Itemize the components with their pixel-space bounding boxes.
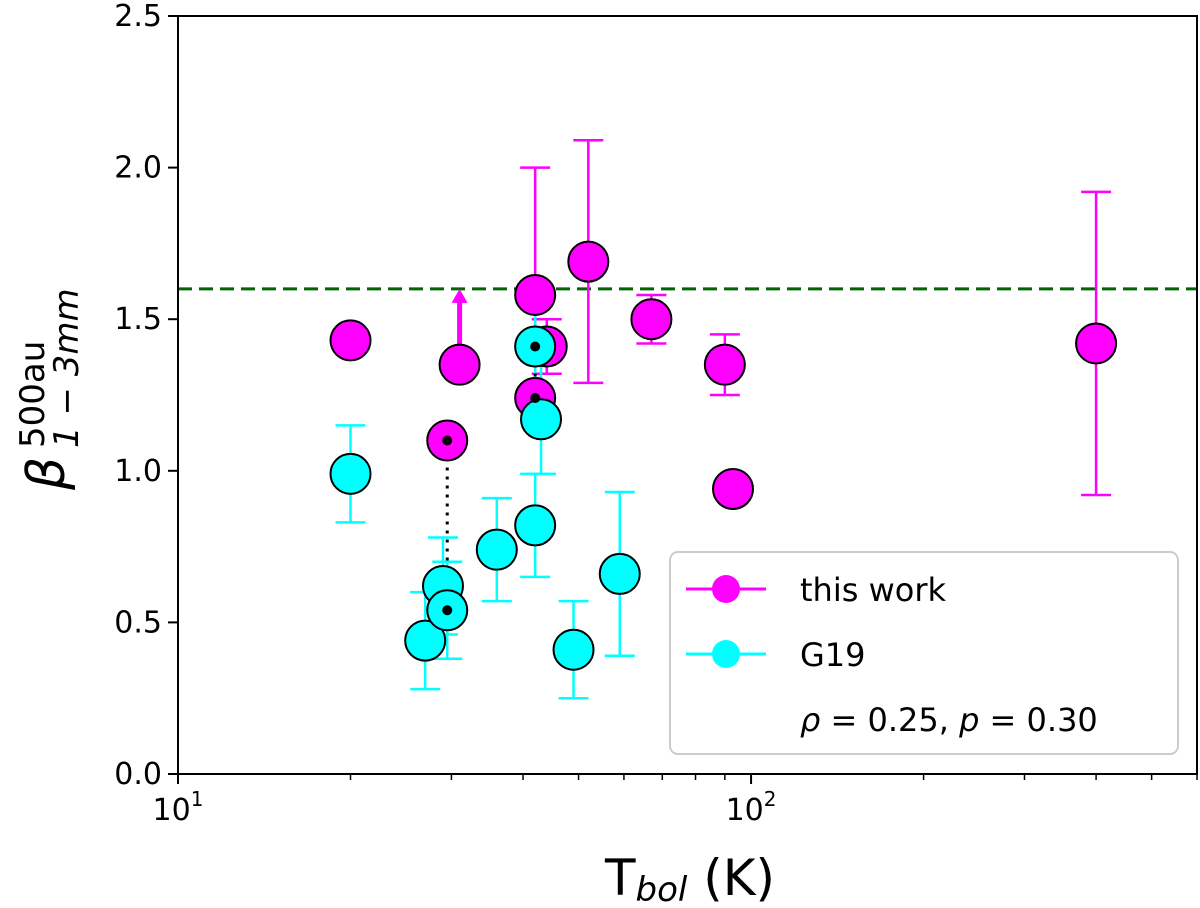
g19-marker bbox=[475, 528, 518, 571]
g19-marker bbox=[598, 552, 641, 595]
x-axis-label-sub: bol bbox=[636, 870, 688, 908]
g19-marker bbox=[552, 628, 595, 671]
legend-annotation-rho: ρ bbox=[800, 701, 820, 739]
link-dot bbox=[442, 435, 453, 446]
this-work-marker bbox=[567, 240, 610, 283]
y-tick-label: 2.0 bbox=[114, 151, 162, 186]
this-work-marker bbox=[712, 467, 755, 510]
y-tick-label: 2.5 bbox=[114, 0, 162, 34]
legend-label-g19: G19 bbox=[800, 636, 866, 674]
legend-annotation-p-value: = 0.30 bbox=[979, 701, 1097, 739]
y-tick-label: 0.5 bbox=[114, 605, 162, 640]
legend-annotation-rho-value: = 0.25, bbox=[820, 701, 959, 739]
link-dot bbox=[530, 341, 541, 352]
legend-label-this-work: this work bbox=[800, 571, 946, 609]
this-work-marker bbox=[630, 298, 673, 341]
legend: this work G19 ρ = 0.25, p = 0.30 bbox=[669, 551, 1179, 755]
lower-limit-arrowhead bbox=[451, 288, 468, 303]
this-work-marker bbox=[329, 319, 372, 362]
x-axis-label-unit: (K) bbox=[687, 849, 775, 907]
legend-annotation: ρ = 0.25, p = 0.30 bbox=[800, 701, 1098, 739]
y-tick-label: 0.0 bbox=[114, 757, 162, 792]
y-axis-label: β 500au 1 − 3mm bbox=[13, 288, 87, 491]
x-tick-label: 102 bbox=[726, 787, 777, 828]
this-work-marker bbox=[1075, 322, 1118, 365]
this-work-marker bbox=[514, 273, 557, 316]
plot-frame bbox=[177, 15, 1198, 775]
legend-box bbox=[669, 551, 1179, 755]
this-work-marker bbox=[438, 343, 481, 386]
g19-marker bbox=[520, 398, 563, 441]
legend-annotation-p: p bbox=[958, 701, 979, 739]
x-tick-label: 101 bbox=[153, 787, 204, 828]
g19-marker bbox=[404, 619, 447, 662]
g19-marker bbox=[514, 504, 557, 547]
link-dot bbox=[442, 605, 453, 616]
x-axis-label: Tbol (K) bbox=[604, 849, 775, 908]
legend-marker-this-work bbox=[712, 575, 740, 603]
y-axis-label-main: β bbox=[17, 457, 77, 491]
y-axis-label-sub: 1 − 3mm bbox=[47, 288, 87, 448]
this-work-marker bbox=[703, 343, 746, 386]
g19-marker bbox=[329, 452, 372, 495]
x-axis-label-main: T bbox=[604, 849, 636, 907]
y-axis-label-sup: 500au bbox=[13, 341, 53, 448]
y-tick-label: 1.5 bbox=[114, 302, 162, 337]
link-dot bbox=[530, 393, 541, 404]
legend-marker-g19 bbox=[712, 640, 740, 668]
y-tick-label: 1.0 bbox=[114, 454, 162, 489]
